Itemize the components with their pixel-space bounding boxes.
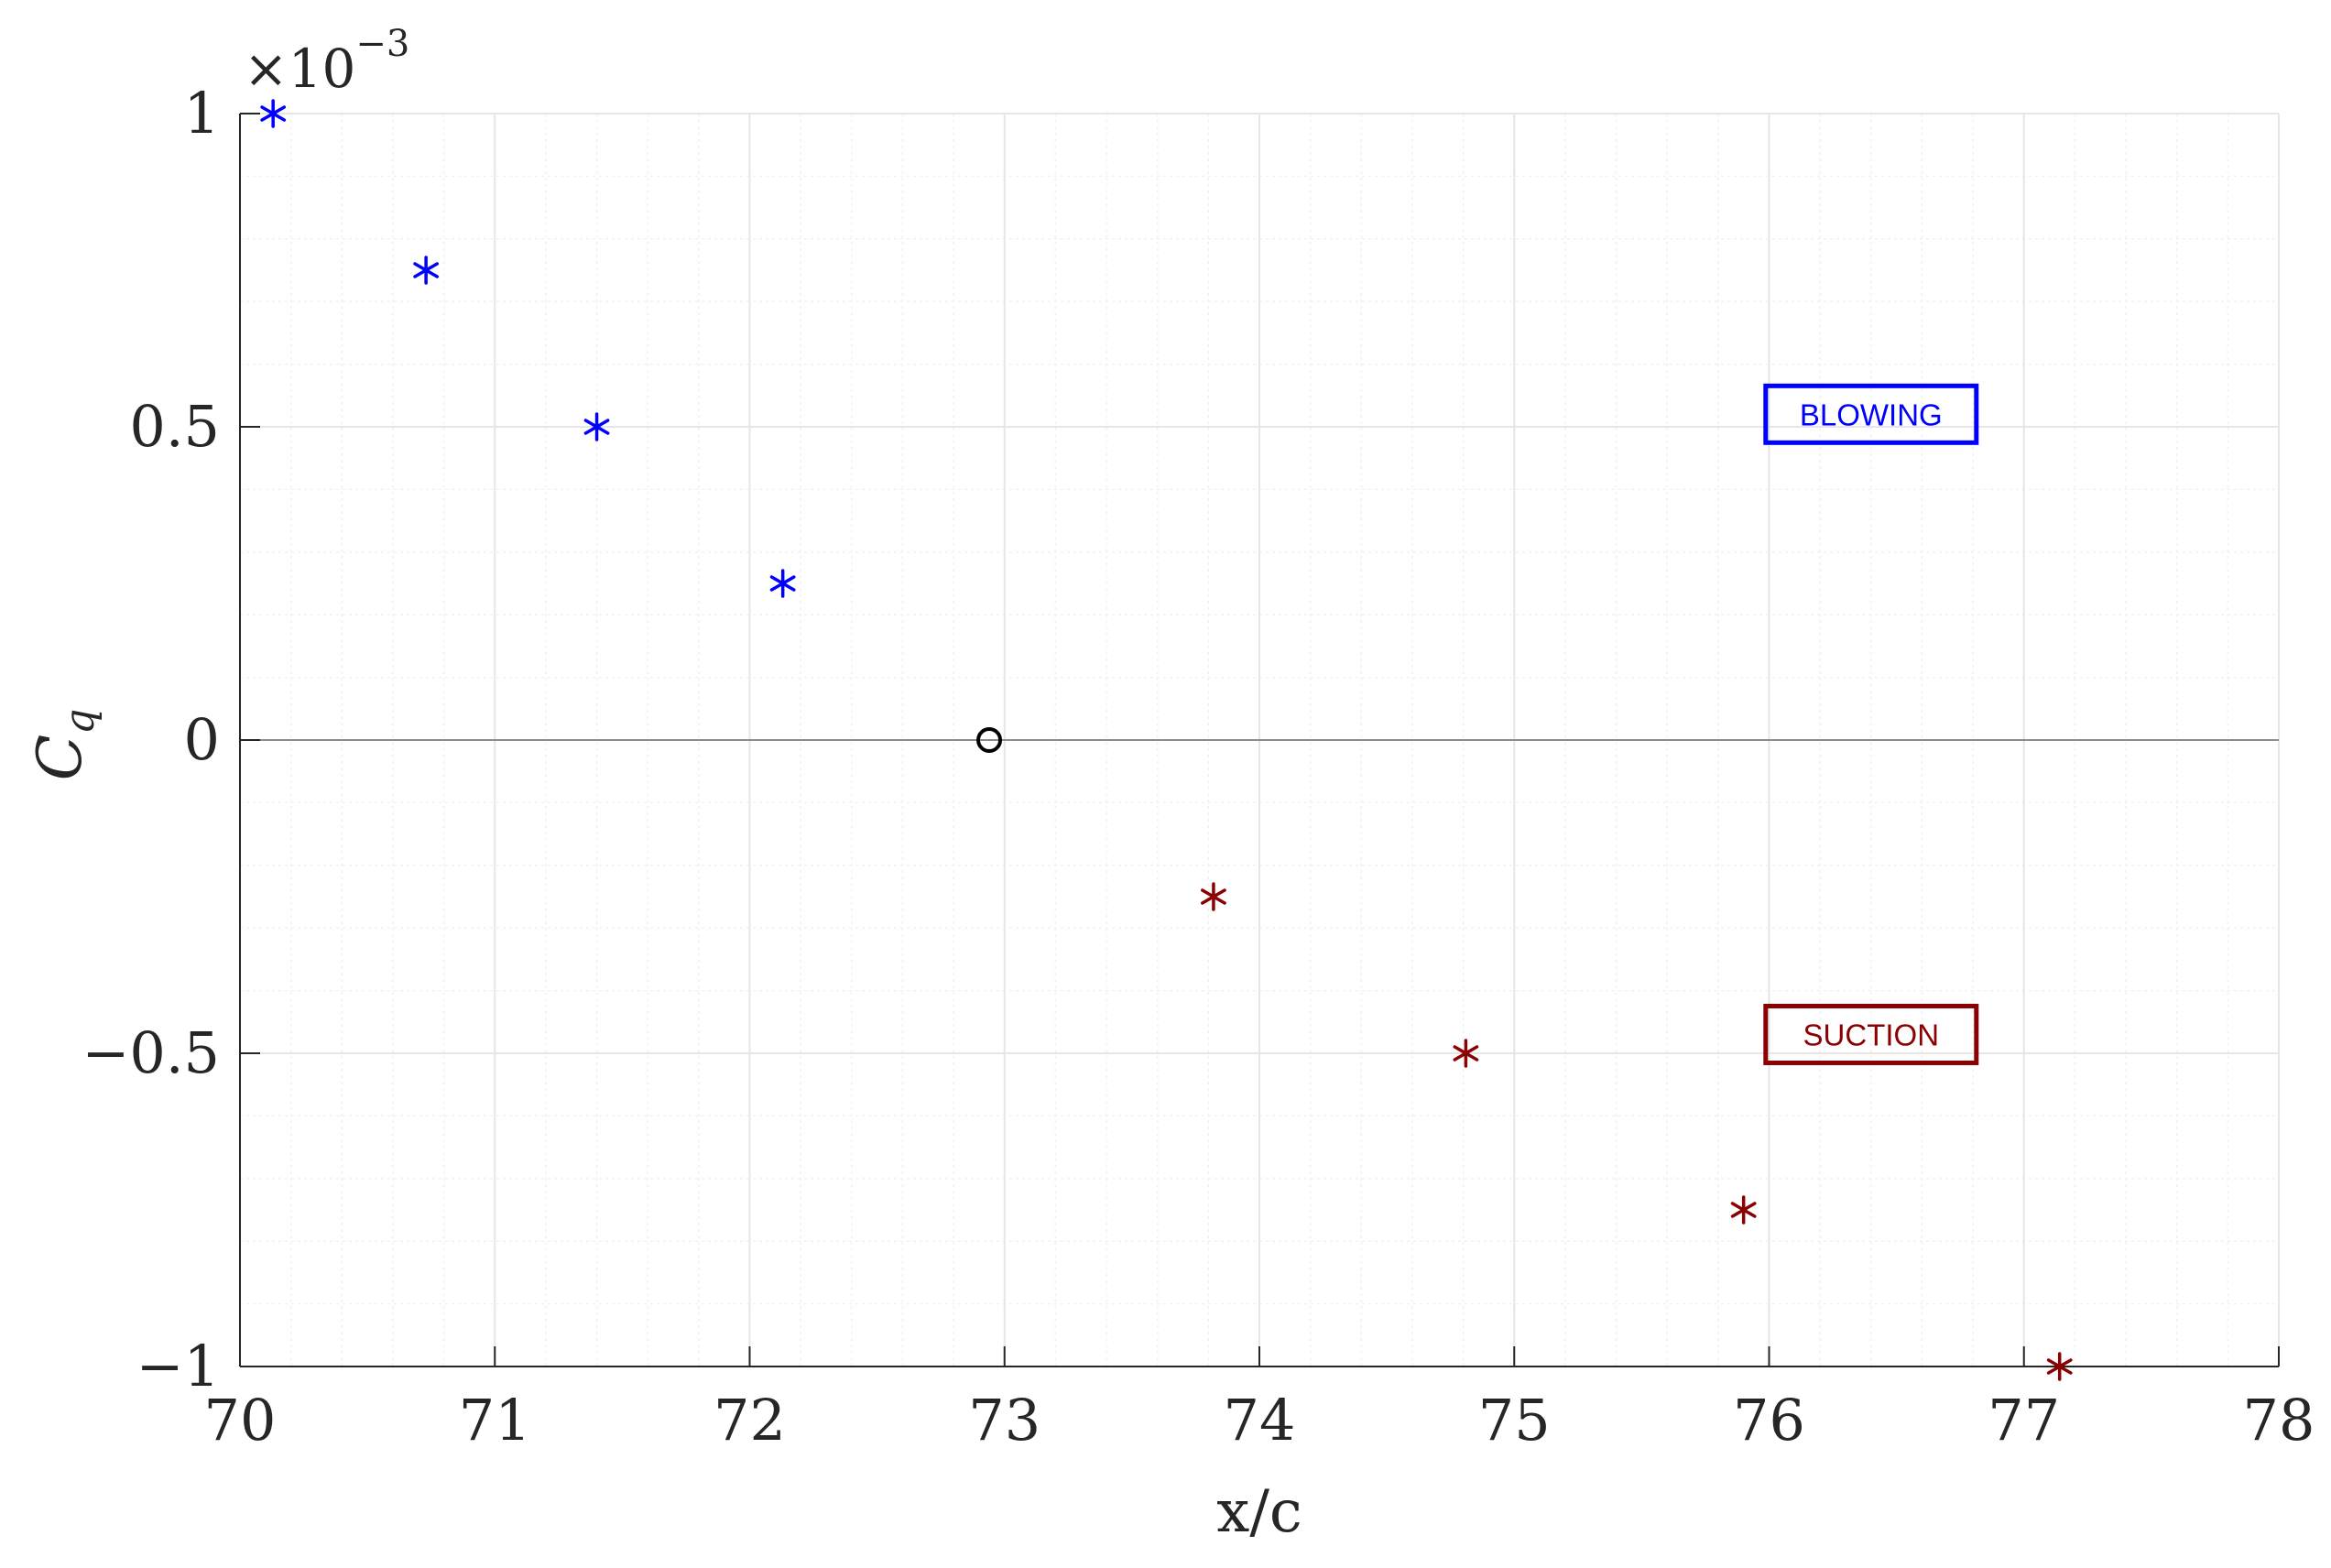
asterisk-marker <box>1730 1195 1757 1225</box>
y-tick-label: 0 <box>184 706 220 773</box>
y-axis-exponent-base: ×10 <box>244 38 355 100</box>
x-tick-label: 75 <box>1478 1387 1551 1454</box>
y-tick-label: −0.5 <box>82 1019 220 1086</box>
asterisk-marker <box>583 412 610 441</box>
y-axis-label-sub: q <box>57 709 103 735</box>
annotation-text: BLOWING <box>1800 397 1943 431</box>
asterisk-marker <box>1453 1039 1479 1068</box>
x-tick-label: 70 <box>204 1387 277 1454</box>
y-axis-label-main: C <box>25 735 95 781</box>
annotation-blowing: BLOWING <box>1763 383 1979 445</box>
y-axis-exponent: ×10−3 <box>244 23 409 100</box>
data-points <box>260 99 2073 1381</box>
asterisk-marker <box>769 569 796 598</box>
y-tick-label: 0.5 <box>129 393 220 460</box>
asterisk-marker <box>413 256 439 285</box>
x-tick-label: 73 <box>968 1387 1040 1454</box>
x-tick-label: 76 <box>1733 1387 1805 1454</box>
x-tick-label: 72 <box>713 1387 786 1454</box>
annotation-box <box>1763 1003 1979 1065</box>
x-tick-label: 77 <box>1988 1387 2060 1454</box>
y-axis-label: Cq <box>25 709 103 781</box>
circle-marker <box>976 727 1003 753</box>
annotation-suction: SUCTION <box>1763 1003 1979 1065</box>
annotations: BLOWING SUCTION <box>1763 383 1979 1065</box>
x-tick-label: 74 <box>1224 1387 1296 1454</box>
y-tick-label: −1 <box>136 1333 220 1399</box>
annotation-box <box>1763 383 1979 445</box>
x-tick-label: 78 <box>2243 1387 2315 1454</box>
y-axis-exponent-power: −3 <box>355 23 409 65</box>
x-axis-label: x/c <box>1216 1478 1302 1546</box>
annotation-text: SUCTION <box>1803 1018 1940 1051</box>
y-tick-label: 1 <box>184 80 220 147</box>
y-ticks: 1 0.5 0 −0.5 −1 <box>82 80 260 1399</box>
x-tick-label: 71 <box>459 1387 531 1454</box>
x-ticks: 70 71 72 73 74 75 76 77 78 <box>204 1346 2315 1454</box>
asterisk-marker <box>260 99 287 128</box>
asterisk-marker <box>1201 882 1226 911</box>
asterisk-marker <box>2046 1352 2073 1381</box>
